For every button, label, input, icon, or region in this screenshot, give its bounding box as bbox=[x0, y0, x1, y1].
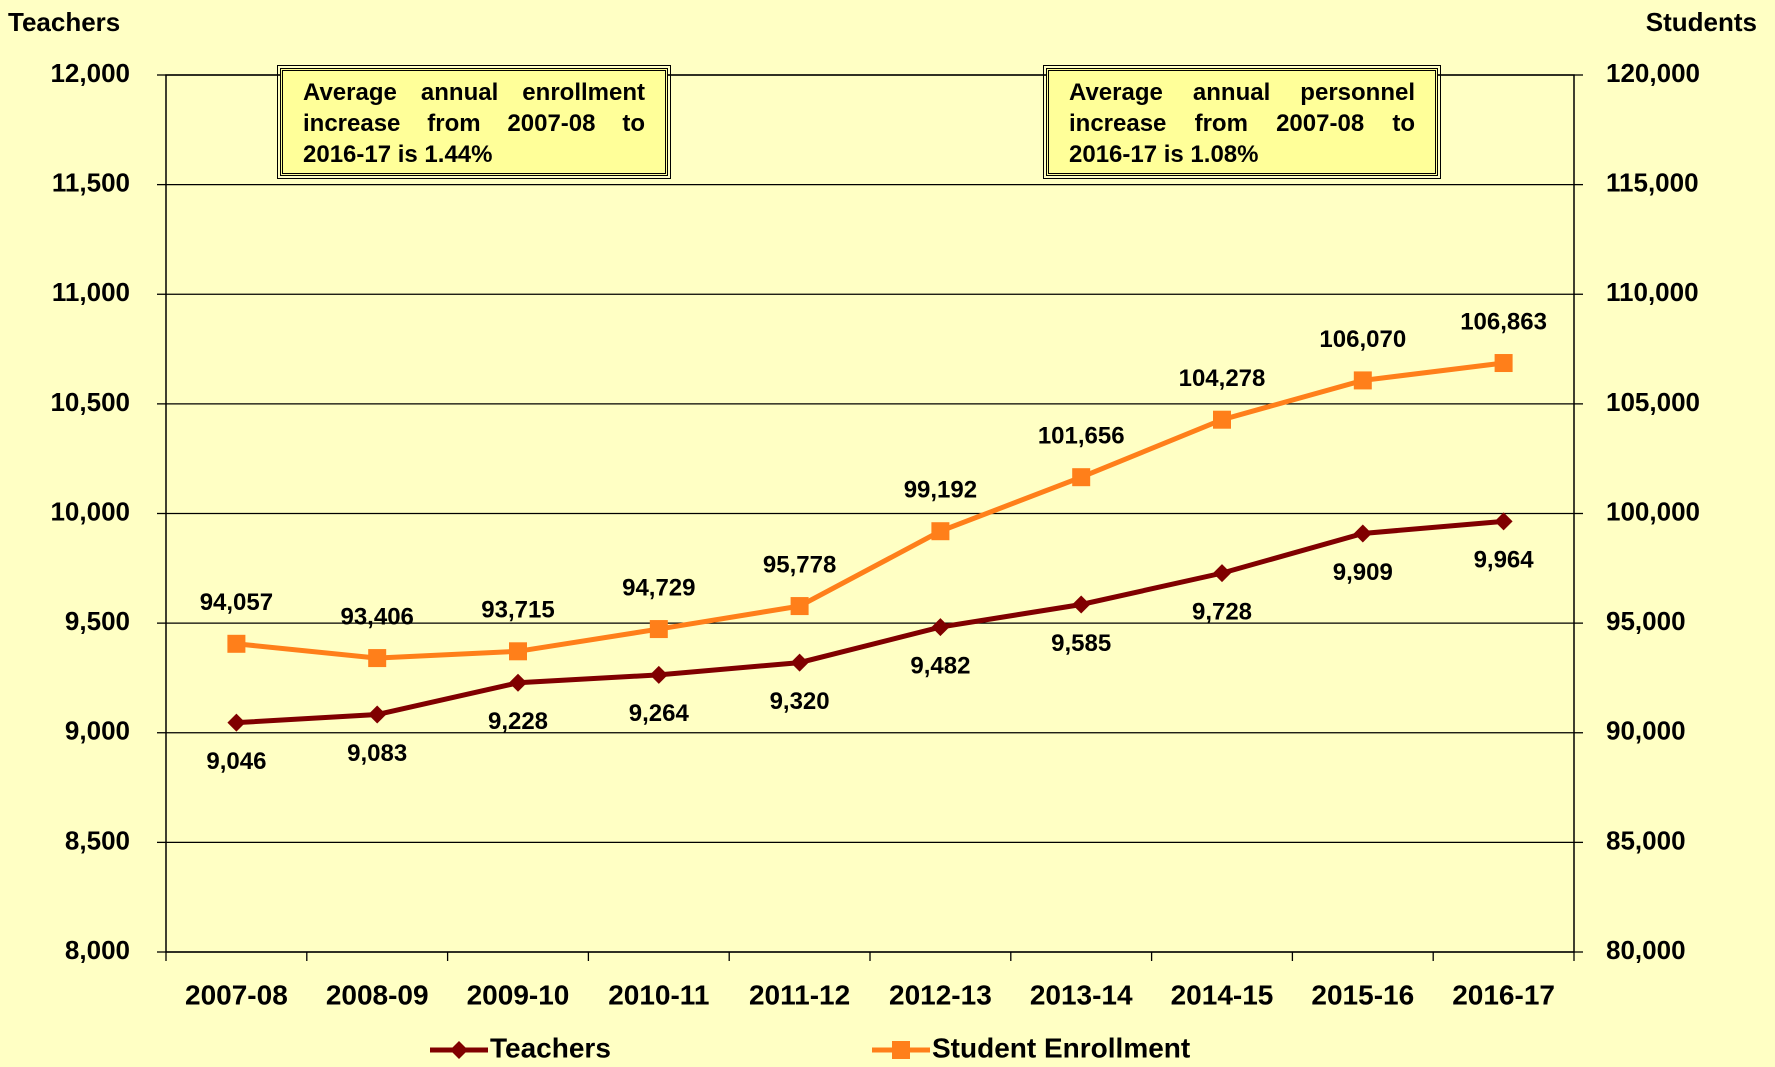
marker bbox=[649, 620, 668, 639]
data-label: 9,482 bbox=[910, 652, 970, 679]
data-label: 106,863 bbox=[1460, 308, 1547, 335]
data-label: 106,070 bbox=[1319, 326, 1406, 353]
x-tick-label: 2009-10 bbox=[467, 979, 570, 1010]
y-tick-label: 10,000 bbox=[50, 496, 130, 526]
marker bbox=[1072, 468, 1091, 487]
marker bbox=[1494, 512, 1513, 531]
y-tick-label: 9,000 bbox=[65, 716, 130, 746]
data-label: 9,964 bbox=[1474, 547, 1535, 574]
data-label: 95,778 bbox=[763, 551, 836, 578]
y-axis-title: Teachers bbox=[8, 7, 120, 37]
data-label: 99,192 bbox=[904, 477, 977, 504]
legend-label: Student Enrollment bbox=[932, 1032, 1190, 1063]
marker bbox=[892, 1041, 910, 1059]
marker bbox=[227, 634, 246, 653]
annotation: Average annual personnel increase from 2… bbox=[1043, 65, 1441, 179]
data-label: 9,264 bbox=[629, 700, 690, 727]
data-label: 93,715 bbox=[481, 597, 554, 624]
y2-tick-label: 110,000 bbox=[1606, 277, 1699, 307]
data-label: 101,656 bbox=[1038, 423, 1125, 450]
annotation: Average annual enrollment increase from … bbox=[277, 65, 671, 179]
marker bbox=[368, 649, 387, 668]
data-label: 9,083 bbox=[347, 740, 407, 767]
y-tick-label: 10,500 bbox=[50, 387, 130, 417]
y2-tick-label: 115,000 bbox=[1606, 168, 1699, 198]
x-tick-label: 2015-16 bbox=[1311, 979, 1414, 1010]
data-label: 94,057 bbox=[200, 589, 273, 616]
y2-tick-label: 80,000 bbox=[1606, 935, 1686, 965]
series-line bbox=[236, 518, 1504, 726]
y2-axis-title: Students bbox=[1646, 7, 1757, 37]
series-line bbox=[236, 360, 1504, 661]
y-tick-label: 12,000 bbox=[50, 58, 130, 88]
data-label: 9,909 bbox=[1333, 559, 1393, 586]
x-tick-label: 2014-15 bbox=[1171, 979, 1274, 1010]
y-tick-label: 11,000 bbox=[52, 277, 130, 307]
x-tick-label: 2010-11 bbox=[608, 979, 709, 1010]
y2-tick-label: 90,000 bbox=[1606, 716, 1686, 746]
data-label: 9,728 bbox=[1192, 598, 1252, 625]
y-tick-label: 11,500 bbox=[52, 168, 130, 198]
data-label: 9,046 bbox=[206, 748, 266, 775]
data-label: 104,278 bbox=[1179, 365, 1266, 392]
marker bbox=[1353, 371, 1372, 390]
marker bbox=[1213, 410, 1231, 429]
marker bbox=[450, 1041, 468, 1059]
y-tick-label: 8,500 bbox=[65, 825, 130, 855]
y-tick-label: 9,500 bbox=[65, 606, 130, 636]
marker bbox=[931, 522, 950, 541]
x-tick-label: 2008-09 bbox=[326, 979, 429, 1010]
x-tick-label: 2007-08 bbox=[185, 979, 288, 1010]
x-tick-label: 2016-17 bbox=[1452, 979, 1555, 1010]
x-tick-label: 2012-13 bbox=[889, 979, 992, 1010]
data-label: 9,320 bbox=[770, 688, 830, 715]
marker bbox=[649, 665, 668, 684]
marker bbox=[227, 713, 246, 732]
legend-label: Teachers bbox=[490, 1032, 611, 1063]
x-tick-label: 2011-12 bbox=[749, 979, 850, 1010]
marker bbox=[509, 642, 527, 661]
data-label: 94,729 bbox=[622, 574, 695, 601]
data-label: 9,585 bbox=[1051, 630, 1111, 657]
y2-tick-label: 95,000 bbox=[1606, 606, 1686, 636]
marker bbox=[1494, 354, 1513, 373]
y2-tick-label: 85,000 bbox=[1606, 825, 1686, 855]
marker bbox=[790, 653, 809, 672]
y2-tick-label: 120,000 bbox=[1606, 58, 1700, 88]
y2-tick-label: 100,000 bbox=[1606, 496, 1700, 526]
marker bbox=[1072, 595, 1091, 614]
data-label: 9,228 bbox=[488, 708, 548, 735]
data-label: 93,406 bbox=[340, 603, 413, 630]
x-tick-label: 2013-14 bbox=[1030, 979, 1133, 1010]
y2-tick-label: 105,000 bbox=[1606, 387, 1700, 417]
y-tick-label: 8,000 bbox=[65, 935, 130, 965]
marker bbox=[368, 705, 387, 724]
marker bbox=[1353, 524, 1372, 543]
marker bbox=[1213, 564, 1231, 583]
marker bbox=[790, 597, 809, 616]
marker bbox=[931, 618, 950, 637]
marker bbox=[509, 673, 527, 692]
